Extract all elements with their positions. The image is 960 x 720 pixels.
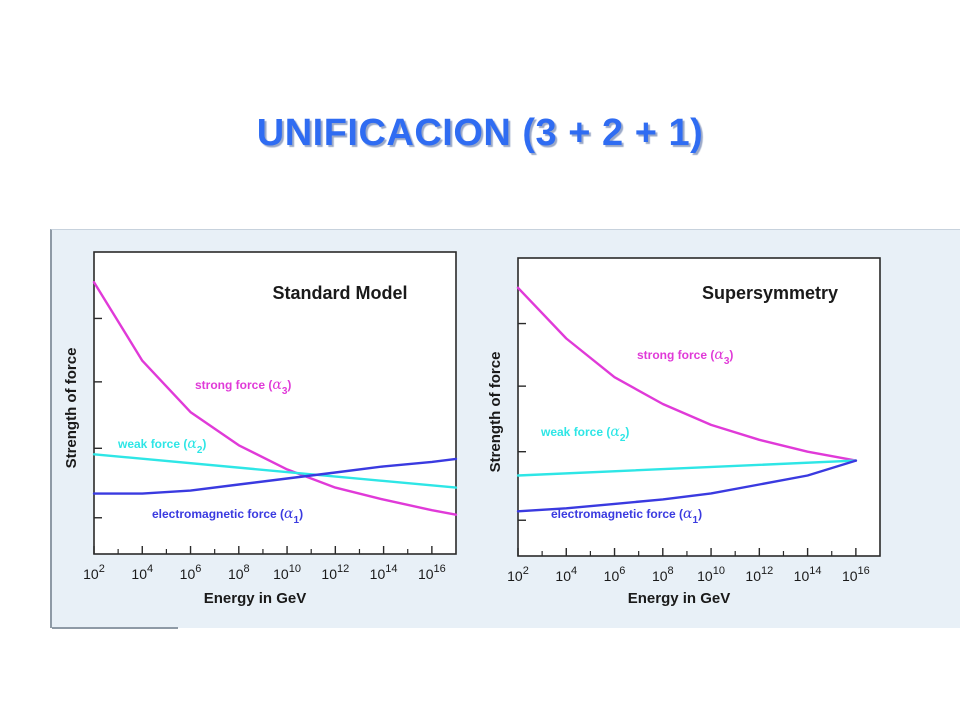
electromagnetic-force-line xyxy=(516,459,858,513)
strong-force-line xyxy=(516,286,858,462)
strong-force-label: strong force (α3) xyxy=(195,377,291,397)
x-tick-label: 1016 xyxy=(842,565,870,584)
x-tick-label: 1012 xyxy=(321,563,349,582)
x-tick-label: 1010 xyxy=(697,565,725,584)
x-tick-label: 104 xyxy=(131,563,153,582)
x-tick-label: 108 xyxy=(228,563,250,582)
electromagnetic-force-label: electromagnetic force (α1) xyxy=(152,506,303,526)
weak-force-line xyxy=(516,459,858,477)
weak-force-label: weak force (α2) xyxy=(540,424,629,444)
plot-area xyxy=(93,251,457,555)
strong-force-label: strong force (α3) xyxy=(637,347,733,367)
chart-title: Standard Model xyxy=(272,283,407,303)
y-axis-label: Strength of force xyxy=(63,348,80,469)
x-axis-label: Energy in GeV xyxy=(204,590,307,607)
weak-force-line xyxy=(92,453,458,489)
electromagnetic-force-line xyxy=(92,457,458,495)
x-axis-label: Energy in GeV xyxy=(628,590,731,607)
x-tick-label: 106 xyxy=(180,563,202,582)
x-tick-label: 1012 xyxy=(745,565,773,584)
x-tick-label: 106 xyxy=(604,565,626,584)
x-tick-label: 1014 xyxy=(370,563,398,582)
x-tick-label: 102 xyxy=(507,565,529,584)
x-tick-label: 1016 xyxy=(418,563,446,582)
panel-divider xyxy=(52,627,178,629)
x-tick-label: 1010 xyxy=(273,563,301,582)
y-axis-label: Strength of force xyxy=(487,352,504,473)
x-tick-label: 102 xyxy=(83,563,105,582)
x-tick-label: 1014 xyxy=(794,565,822,584)
strong-force-line xyxy=(92,281,458,516)
electromagnetic-force-label: electromagnetic force (α1) xyxy=(551,506,702,526)
page-title: UNIFICACION (3 + 2 + 1) xyxy=(256,112,704,154)
x-tick-label: 104 xyxy=(555,565,577,584)
x-tick-label: 108 xyxy=(652,565,674,584)
chart-title: Supersymmetry xyxy=(702,283,838,303)
weak-force-label: weak force (α2) xyxy=(117,436,206,456)
